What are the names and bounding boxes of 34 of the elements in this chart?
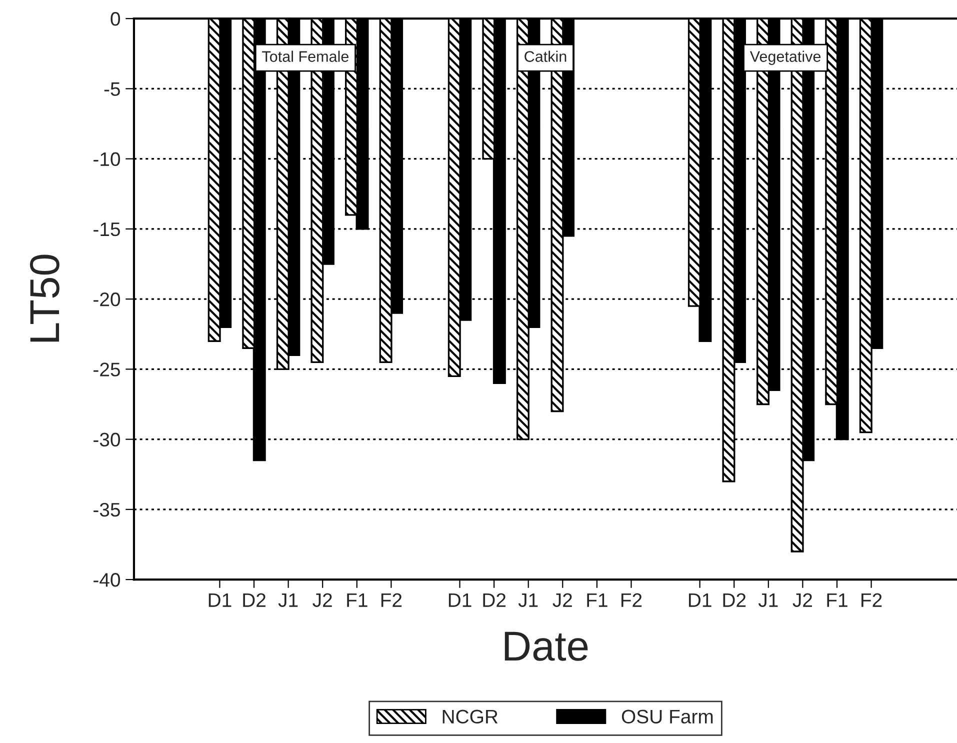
x-tick-label: D2 <box>723 593 746 607</box>
x-axis-title: Date <box>504 632 588 661</box>
annotation: Catkin <box>524 50 566 62</box>
x-tick-label: D1 <box>448 593 472 607</box>
y-tick-label: 0 <box>110 12 120 26</box>
y-tick-label: -20 <box>94 292 120 306</box>
x-tick-label: J1 <box>518 593 538 608</box>
y-tick-label: -30 <box>94 432 120 447</box>
x-tick-label: F1 <box>827 593 848 607</box>
x-tick-label: D1 <box>208 593 232 607</box>
y-tick-label: -35 <box>94 502 120 517</box>
y-axis-title: LT50 <box>30 254 60 342</box>
y-tick-label: -40 <box>94 573 120 587</box>
x-tick-label: F2 <box>862 593 882 607</box>
legend-label: OSU Farm <box>622 710 713 724</box>
legend-label: NCGR <box>442 710 498 724</box>
x-tick-label: F2 <box>621 593 642 607</box>
x-tick-label: D2 <box>243 593 266 607</box>
annotation: Vegetative <box>750 50 821 65</box>
y-tick-label: -25 <box>94 362 120 376</box>
y-tick-label: -15 <box>94 222 120 236</box>
x-tick-label: F1 <box>347 593 368 607</box>
y-tick-label: -10 <box>94 152 120 166</box>
x-tick-label: D2 <box>483 593 506 607</box>
x-tick-label: J2 <box>792 593 812 608</box>
x-tick-label: J1 <box>758 593 778 608</box>
x-tick-label: F2 <box>381 593 402 607</box>
x-tick-label: D1 <box>688 593 712 607</box>
x-tick-label: J2 <box>312 593 332 608</box>
x-tick-label: J2 <box>552 593 572 608</box>
y-tick-label: -5 <box>104 82 120 96</box>
x-tick-label: F1 <box>587 593 608 607</box>
annotation: Total Female <box>262 50 348 62</box>
x-tick-label: J1 <box>278 593 298 608</box>
